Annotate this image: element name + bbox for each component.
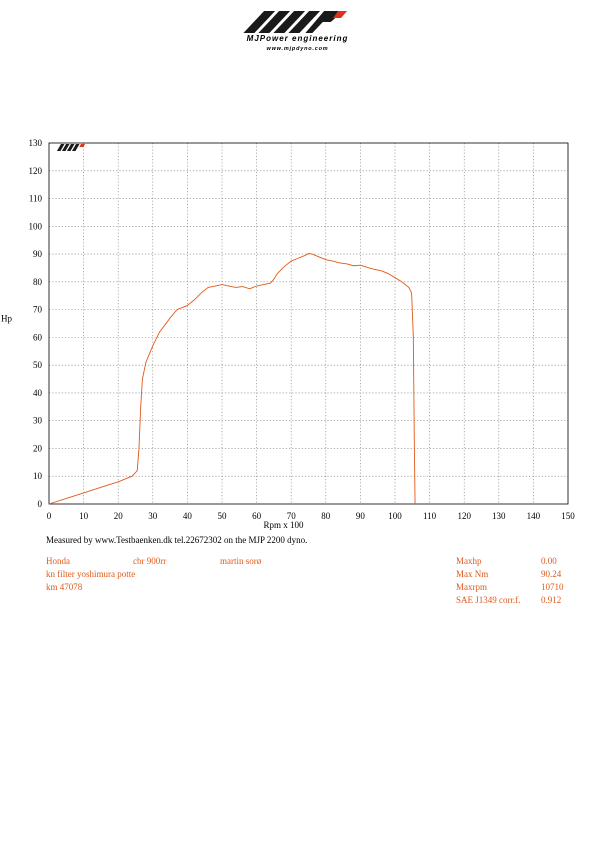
x-tick-label: 10 [79,511,89,521]
mini-logo-stripe [66,144,75,151]
company-name: MJPower engineering [246,34,349,43]
stat-label: Maxrpm [456,582,487,592]
logo-stripe-1 [243,11,276,33]
vehicle-make: Honda [46,556,70,566]
y-tick-label: 90 [33,249,43,259]
logo-accent [333,11,348,18]
chart-grid [49,143,568,504]
stat-value: 10710 [541,582,564,592]
power-curve [48,253,416,505]
vehicle-model: cbr 900rr [133,556,167,566]
x-tick-label: 130 [492,511,506,521]
tick-labels: 0 10 20 30 40 50 60 70 80 90 100 110 120 130 140 150 0 10… [29,138,576,521]
stat-label: Maxhp [456,556,482,566]
y-tick-label: 70 [33,305,43,315]
x-tick-label: 140 [527,511,541,521]
stat-value: 90.24 [541,569,562,579]
stat-value: 0.00 [541,556,557,566]
company-url: www.mjpdyno.com [266,46,329,52]
x-tick-label: 60 [252,511,262,521]
y-tick-label: 130 [29,138,43,148]
modifications: kn filter yoshimura potte [46,569,136,579]
plot-frame [48,142,569,505]
y-tick-label: 20 [33,443,43,453]
stat-value: 0.912 [541,595,562,605]
measured-by: Measured by www.Testbaenken.dk tel.22672… [46,535,308,545]
logo-stripe-2 [258,11,291,33]
x-tick-label: 110 [423,511,437,521]
x-tick-label: 40 [183,511,193,521]
logo-stripe-3 [273,11,306,33]
x-tick-label: 50 [218,511,228,521]
mini-logo-stripe [71,144,80,151]
x-tick-label: 20 [114,511,124,521]
y-tick-label: 120 [29,166,43,176]
x-tick-label: 90 [356,511,366,521]
x-axis-label: Rpm x 100 [263,520,304,530]
logo-stripe-5 [305,11,344,33]
y-tick-label: 80 [33,277,43,287]
mini-logo-stripe [61,144,70,151]
y-axis-label: Hp [1,314,12,324]
y-tick-label: 50 [33,360,43,370]
stat-label: Max Nm [456,569,489,579]
owner-name: martin sorø [220,556,262,566]
logo-stripe-4 [288,11,321,33]
x-tick-label: 80 [321,511,331,521]
y-tick-label: 100 [29,221,43,231]
x-tick-label: 120 [457,511,471,521]
x-tick-label: 0 [47,511,52,521]
mjpower-logo [243,11,348,33]
x-tick-label: 150 [561,511,575,521]
y-tick-label: 110 [29,194,43,204]
y-tick-label: 40 [33,388,43,398]
y-tick-label: 30 [33,416,43,426]
y-tick-label: 60 [33,332,43,342]
x-tick-label: 70 [287,511,297,521]
odometer: km 47078 [46,582,83,592]
x-tick-label: 100 [388,511,402,521]
y-tick-label: 0 [38,499,43,509]
y-tick-label: 10 [33,471,43,481]
stat-label: SAE J1349 corr.f. [456,595,521,605]
mini-logo-stripe [56,144,65,151]
mini-logo-icon [56,144,85,151]
mini-logo-accent [79,144,85,147]
x-tick-label: 30 [148,511,158,521]
